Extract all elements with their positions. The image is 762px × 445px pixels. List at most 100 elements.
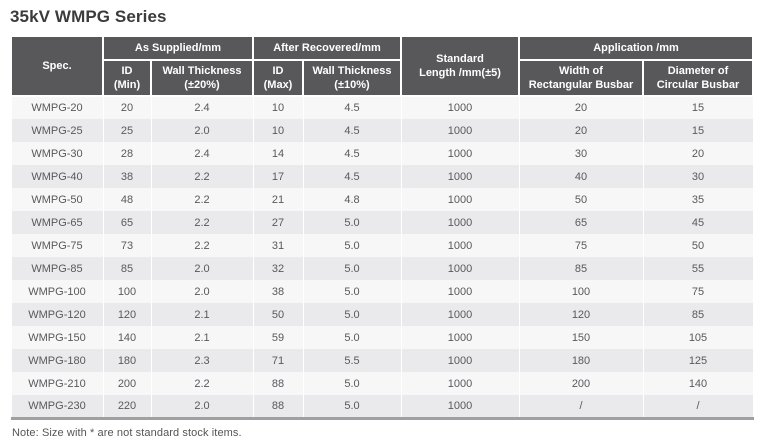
table-row: WMPG-50 48 2.2 21 4.8 1000 50 35	[10, 188, 754, 211]
table-cell: 1000	[400, 165, 520, 188]
header-line: (Min)	[113, 79, 141, 91]
table-cell: 2.2	[150, 372, 254, 395]
table-cell: 15	[642, 119, 754, 142]
wmpg-series-table: Spec. As Supplied/mm After Recovered/mm …	[10, 35, 754, 420]
table-cell: 2.0	[150, 280, 254, 303]
table-cell: 1000	[400, 234, 520, 257]
header-line: Diameter of	[667, 64, 729, 77]
table-cell: 5.0	[302, 234, 402, 257]
table-cell: 5.5	[302, 349, 402, 372]
table-row: WMPG-100 100 2.0 38 5.0 1000 100 75	[10, 280, 754, 303]
header-sub-row: ID (Min) Wall Thickness (±20%) ID (Max) …	[11, 59, 754, 97]
table-cell: 220	[102, 395, 152, 418]
table-cell: 5.0	[302, 395, 402, 418]
page-title: 35kV WMPG Series	[10, 7, 167, 26]
table-cell: 2.4	[150, 142, 254, 165]
table-cell: 140	[102, 326, 152, 349]
table-row: WMPG-25 25 2.0 10 4.5 1000 20 15	[10, 119, 754, 142]
table-cell: 1000	[400, 188, 520, 211]
table-cell: WMPG-30	[10, 142, 104, 165]
table-cell: 73	[102, 234, 152, 257]
table-cell: 1000	[400, 119, 520, 142]
table-cell: 75	[642, 280, 754, 303]
table-cell: 200	[102, 372, 152, 395]
table-cell: 2.0	[150, 119, 254, 142]
table-cell: 5.0	[302, 211, 402, 234]
table-cell: 88	[252, 395, 304, 418]
table-cell: 20	[518, 119, 644, 142]
table-cell: 45	[642, 211, 754, 234]
table-cell: 15	[642, 96, 754, 119]
table-cell: 2.1	[150, 303, 254, 326]
table-cell: WMPG-120	[10, 303, 104, 326]
table-cell: 25	[102, 119, 152, 142]
table-cell: 40	[518, 165, 644, 188]
header-line: Length /mm(±5)	[419, 67, 501, 79]
table-cell: 50	[642, 234, 754, 257]
table-cell: 1000	[400, 142, 520, 165]
table-row: WMPG-20 20 2.4 10 4.5 1000 20 15	[10, 96, 754, 119]
table-cell: 2.0	[150, 257, 254, 280]
table-row: WMPG-40 38 2.2 17 4.5 1000 40 30	[10, 165, 754, 188]
table-cell: 31	[252, 234, 304, 257]
table-cell: 20	[642, 142, 754, 165]
header-line: Wall Thickness	[162, 64, 242, 77]
table-cell: 1000	[400, 395, 520, 418]
table-cell: 180	[102, 349, 152, 372]
table-cell: 125	[642, 349, 754, 372]
table-cell: 1000	[400, 326, 520, 349]
table-cell: 38	[252, 280, 304, 303]
table-cell: 2.0	[150, 395, 254, 418]
table-cell: 2.2	[150, 165, 254, 188]
col-header-after-recovered: After Recovered/mm	[252, 35, 402, 61]
table-cell: WMPG-210	[10, 372, 104, 395]
table-cell: 1000	[400, 280, 520, 303]
table-cell: 4.5	[302, 119, 402, 142]
table-cell: 1000	[400, 257, 520, 280]
header-line: ID	[272, 64, 284, 77]
table-body: WMPG-20 20 2.4 10 4.5 1000 20 15 WMPG-25 25 2.0 10 4…	[10, 96, 754, 418]
header-line: Width of	[559, 64, 603, 77]
table-cell: 4.5	[302, 165, 402, 188]
table-cell: 105	[642, 326, 754, 349]
table-cell: 120	[518, 303, 644, 326]
col-header-spec: Spec.	[10, 35, 104, 97]
header-line: Rectangular Busbar	[528, 79, 634, 91]
col-header-width-rectangular-busbar: Width of Rectangular Busbar	[518, 59, 644, 97]
col-header-application: Application /mm	[518, 35, 754, 61]
table-cell: 20	[518, 96, 644, 119]
table-cell: 17	[252, 165, 304, 188]
table-cell: 2.2	[150, 211, 254, 234]
table-cell: WMPG-25	[10, 119, 104, 142]
table-cell: 4.5	[302, 142, 402, 165]
table-row: WMPG-210 200 2.2 88 5.0 1000 200 140	[10, 372, 754, 395]
col-header-diameter-circular-busbar: Diameter of Circular Busbar	[642, 59, 754, 97]
table-cell: WMPG-150	[10, 326, 104, 349]
table-cell: 100	[102, 280, 152, 303]
table-cell: WMPG-85	[10, 257, 104, 280]
table-header: Spec. As Supplied/mm After Recovered/mm …	[10, 35, 754, 97]
table-cell: 10	[252, 119, 304, 142]
table-cell: 100	[518, 280, 644, 303]
table-row: WMPG-120 120 2.1 50 5.0 1000 120 85	[10, 303, 754, 326]
table-cell: 140	[642, 372, 754, 395]
table-cell: 48	[102, 188, 152, 211]
table-cell: WMPG-230	[10, 395, 104, 418]
table-cell: 21	[252, 188, 304, 211]
table-cell: 14	[252, 142, 304, 165]
table-cell: 27	[252, 211, 304, 234]
table-cell: 32	[252, 257, 304, 280]
footnote: Note: Size with * are not standard stock…	[12, 426, 242, 439]
table-cell: 5.0	[302, 372, 402, 395]
table-cell: 5.0	[302, 280, 402, 303]
table-row: WMPG-30 28 2.4 14 4.5 1000 30 20	[10, 142, 754, 165]
table-row: WMPG-230 220 2.0 88 5.0 1000//	[10, 395, 754, 418]
table-cell: 2.2	[150, 234, 254, 257]
header-line: Circular Busbar	[656, 79, 740, 91]
table-cell: 5.0	[302, 303, 402, 326]
table-cell: 120	[102, 303, 152, 326]
table-cell: 59	[252, 326, 304, 349]
table-cell: WMPG-100	[10, 280, 104, 303]
table-cell: 28	[102, 142, 152, 165]
table-cell: 35	[642, 188, 754, 211]
